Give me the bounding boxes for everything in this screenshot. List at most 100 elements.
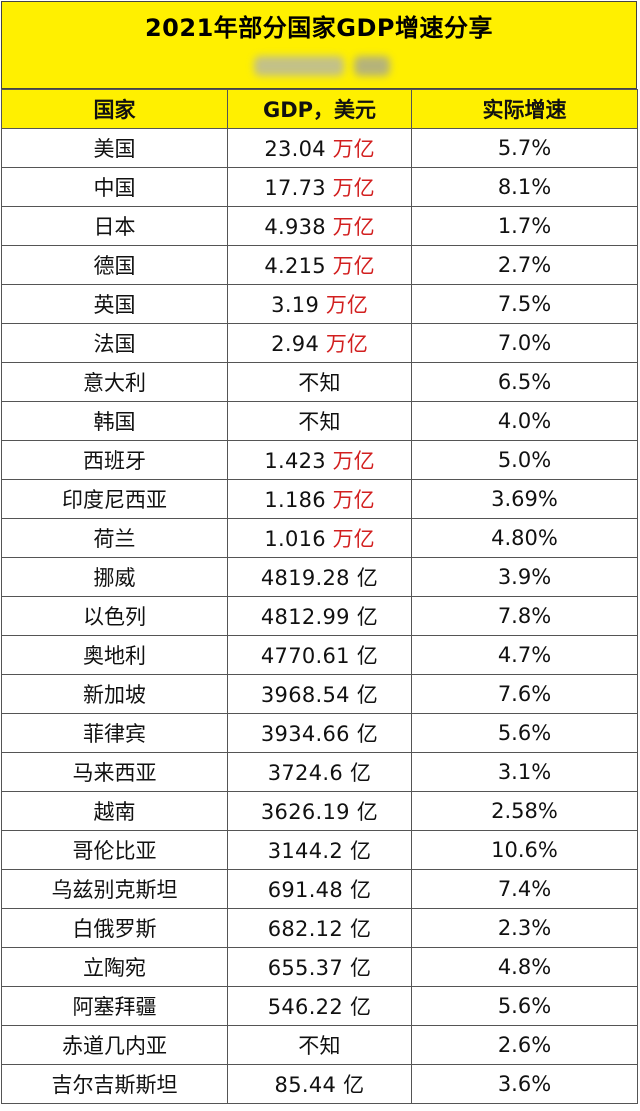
gdp-cell: 3626.19 亿 (228, 792, 412, 831)
country-cell: 白俄罗斯 (2, 909, 228, 948)
gdp-cell: 4819.28 亿 (228, 558, 412, 597)
gdp-value: 3.19 (271, 293, 319, 317)
table-row: 马来西亚 3724.6 亿 3.1% (2, 753, 638, 792)
growth-cell: 7.4% (412, 870, 638, 909)
growth-cell: 7.8% (412, 597, 638, 636)
gdp-cell: 不知 (228, 402, 412, 441)
gdp-value: 不知 (298, 1034, 341, 1058)
table-header-row: 国家 GDP，美元 实际增速 (2, 90, 638, 129)
growth-cell: 7.6% (412, 675, 638, 714)
table-row: 英国 3.19 万亿 7.5% (2, 285, 638, 324)
header-growth: 实际增速 (412, 90, 638, 129)
gdp-cell: 3144.2 亿 (228, 831, 412, 870)
gdp-unit: 万亿 (333, 176, 375, 200)
gdp-value: 4.215 (264, 254, 326, 278)
table-row: 韩国 不知 4.0% (2, 402, 638, 441)
gdp-value: 不知 (298, 410, 341, 434)
gdp-value: 1.016 (264, 527, 326, 551)
country-cell: 荷兰 (2, 519, 228, 558)
country-cell: 印度尼西亚 (2, 480, 228, 519)
gdp-value: 655.37 亿 (268, 956, 372, 980)
blurred-watermark (354, 56, 390, 76)
growth-cell: 5.6% (412, 987, 638, 1026)
table-row: 中国 17.73 万亿 8.1% (2, 168, 638, 207)
gdp-unit: 万亿 (333, 527, 375, 551)
table-row: 意大利 不知 6.5% (2, 363, 638, 402)
gdp-unit: 万亿 (333, 488, 375, 512)
table-row: 以色列 4812.99 亿 7.8% (2, 597, 638, 636)
table-row: 吉尔吉斯斯坦 85.44 亿 3.6% (2, 1065, 638, 1104)
gdp-cell: 3934.66 亿 (228, 714, 412, 753)
country-cell: 英国 (2, 285, 228, 324)
title-block: 2021年部分国家GDP增速分享 (1, 1, 637, 89)
country-cell: 吉尔吉斯斯坦 (2, 1065, 228, 1104)
gdp-value: 3934.66 亿 (261, 722, 378, 746)
gdp-cell: 4770.61 亿 (228, 636, 412, 675)
gdp-cell: 4812.99 亿 (228, 597, 412, 636)
gdp-cell: 1.186 万亿 (228, 480, 412, 519)
table-row: 阿塞拜疆 546.22 亿 5.6% (2, 987, 638, 1026)
country-cell: 中国 (2, 168, 228, 207)
country-cell: 日本 (2, 207, 228, 246)
gdp-value: 4819.28 亿 (261, 566, 378, 590)
country-cell: 奥地利 (2, 636, 228, 675)
gdp-value: 3144.2 亿 (268, 839, 372, 863)
growth-cell: 8.1% (412, 168, 638, 207)
growth-cell: 3.9% (412, 558, 638, 597)
country-cell: 韩国 (2, 402, 228, 441)
gdp-unit: 万亿 (333, 137, 375, 161)
table-row: 奥地利 4770.61 亿 4.7% (2, 636, 638, 675)
growth-cell: 5.7% (412, 129, 638, 168)
growth-cell: 2.3% (412, 909, 638, 948)
header-country: 国家 (2, 90, 228, 129)
table-row: 法国 2.94 万亿 7.0% (2, 324, 638, 363)
gdp-cell: 4.938 万亿 (228, 207, 412, 246)
table-row: 印度尼西亚 1.186 万亿 3.69% (2, 480, 638, 519)
gdp-cell: 23.04 万亿 (228, 129, 412, 168)
gdp-unit: 万亿 (333, 215, 375, 239)
gdp-value: 3968.54 亿 (261, 683, 378, 707)
gdp-table: 国家 GDP，美元 实际增速 美国 23.04 万亿 5.7% 中国 17.73 万亿 8… (1, 89, 638, 1104)
growth-cell: 2.6% (412, 1026, 638, 1065)
table-row: 菲律宾 3934.66 亿 5.6% (2, 714, 638, 753)
growth-cell: 3.1% (412, 753, 638, 792)
growth-cell: 7.5% (412, 285, 638, 324)
gdp-cell: 655.37 亿 (228, 948, 412, 987)
gdp-value: 1.186 (264, 488, 326, 512)
gdp-cell: 691.48 亿 (228, 870, 412, 909)
country-cell: 德国 (2, 246, 228, 285)
blurred-watermark (254, 56, 344, 76)
gdp-cell: 4.215 万亿 (228, 246, 412, 285)
table-row: 新加坡 3968.54 亿 7.6% (2, 675, 638, 714)
header-gdp: GDP，美元 (228, 90, 412, 129)
gdp-value: 4812.99 亿 (261, 605, 378, 629)
gdp-value: 4.938 (264, 215, 326, 239)
gdp-value: 1.423 (264, 449, 326, 473)
table-row: 哥伦比亚 3144.2 亿 10.6% (2, 831, 638, 870)
country-cell: 以色列 (2, 597, 228, 636)
growth-cell: 4.8% (412, 948, 638, 987)
gdp-cell: 1.016 万亿 (228, 519, 412, 558)
gdp-cell: 2.94 万亿 (228, 324, 412, 363)
gdp-value: 4770.61 亿 (261, 644, 378, 668)
growth-cell: 5.6% (412, 714, 638, 753)
country-cell: 菲律宾 (2, 714, 228, 753)
gdp-cell: 3.19 万亿 (228, 285, 412, 324)
gdp-value: 85.44 亿 (275, 1073, 365, 1097)
gdp-value: 682.12 亿 (268, 917, 372, 941)
country-cell: 阿塞拜疆 (2, 987, 228, 1026)
growth-cell: 2.7% (412, 246, 638, 285)
gdp-cell: 85.44 亿 (228, 1065, 412, 1104)
gdp-cell: 1.423 万亿 (228, 441, 412, 480)
page-title: 2021年部分国家GDP增速分享 (2, 8, 636, 43)
growth-cell: 4.80% (412, 519, 638, 558)
gdp-value: 23.04 (264, 137, 326, 161)
country-cell: 挪威 (2, 558, 228, 597)
growth-cell: 3.6% (412, 1065, 638, 1104)
growth-cell: 6.5% (412, 363, 638, 402)
gdp-cell: 3724.6 亿 (228, 753, 412, 792)
table-row: 美国 23.04 万亿 5.7% (2, 129, 638, 168)
gdp-cell: 不知 (228, 363, 412, 402)
gdp-value: 3626.19 亿 (261, 800, 378, 824)
